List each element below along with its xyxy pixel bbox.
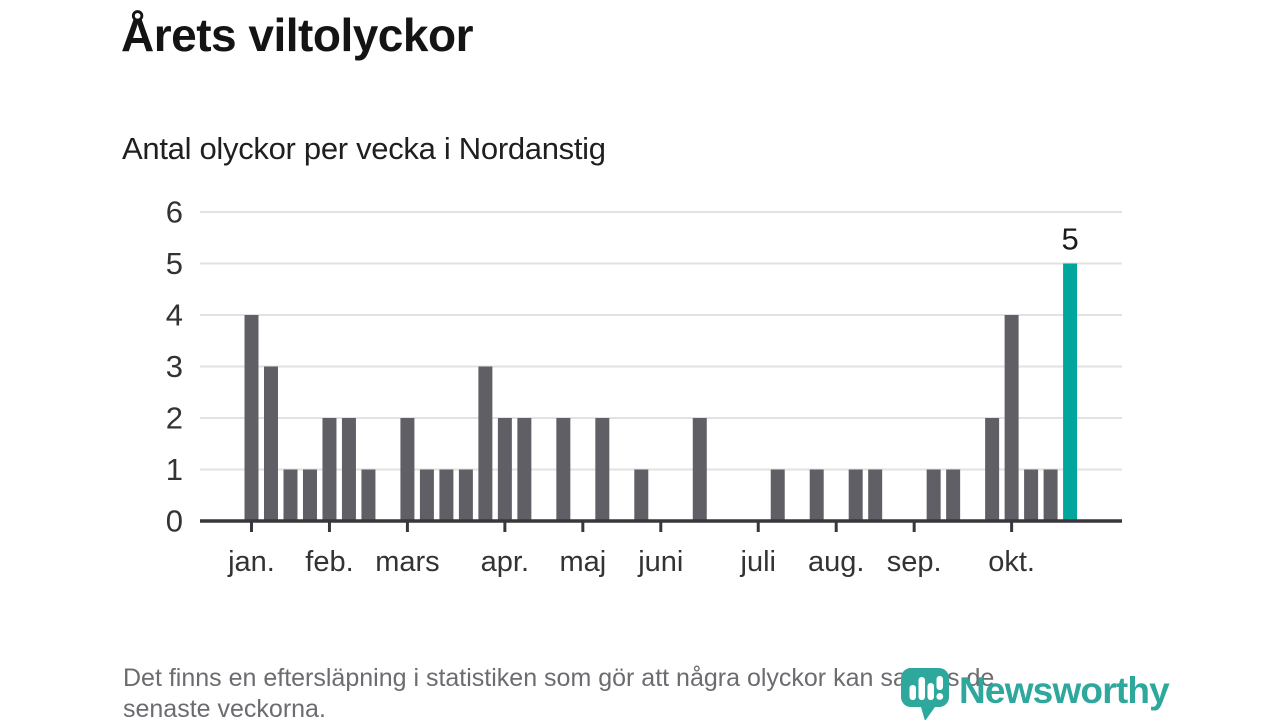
bar-week-40 (1024, 469, 1039, 521)
chart-title: Årets viltolyckor (121, 9, 473, 61)
y-tick-label-2: 2 (166, 401, 183, 436)
bar-week-39 (1004, 315, 1019, 521)
x-tick-label-apr: apr. (481, 546, 529, 578)
bar-week-27 (770, 469, 785, 521)
newsworthy-wordmark: Newsworthy (959, 670, 1170, 711)
x-tick-label-juni: juni (637, 546, 683, 578)
bar-week-38 (985, 418, 1000, 521)
bar-week-14 (517, 418, 532, 521)
y-tick-label-1: 1 (166, 452, 183, 487)
bar-week-32 (868, 469, 883, 521)
x-tick-label-jan: jan. (227, 546, 275, 578)
bar-week-29 (809, 469, 824, 521)
x-tick-label-sep: sep. (887, 546, 942, 578)
bar-week-23 (692, 418, 707, 521)
x-tick-label-mars: mars (375, 546, 439, 578)
bar-week-31 (848, 469, 863, 521)
bar-week-5 (341, 418, 356, 521)
x-tick-label-juli: juli (740, 546, 776, 578)
y-tick-label-4: 4 (166, 298, 183, 333)
bar-week-11 (458, 469, 473, 521)
bar-week-4 (322, 418, 337, 521)
footer-note-line-1: Det finns en eftersläpning i statistiken… (123, 664, 995, 692)
bar-week-20 (634, 469, 649, 521)
bar-chart: jan. feb. mars apr. maj juni juli aug. sep. okt. 0… (166, 195, 1122, 578)
bar-week-35 (926, 469, 941, 521)
bar-week-8 (400, 418, 415, 521)
bar-week-36 (946, 469, 961, 521)
bar-week-13 (497, 418, 512, 521)
y-tick-label-0: 0 (166, 504, 183, 539)
y-tick-label-3: 3 (166, 349, 183, 384)
bar-week-0 (244, 315, 259, 521)
bar-week-2 (283, 469, 298, 521)
bar-week-18 (595, 418, 610, 521)
footer-note-line-2: senaste veckorna. (123, 695, 326, 720)
bar-week-16 (556, 418, 571, 521)
newsworthy-bars-icon (901, 668, 949, 720)
bar-week-10 (439, 469, 454, 521)
bar-week-9 (419, 469, 434, 521)
y-tick-label-5: 5 (166, 246, 183, 281)
newsworthy-logo: Newsworthy (901, 668, 1170, 720)
highlight-value-label: 5 (1061, 222, 1078, 257)
bar-highlight-week-42 (1063, 263, 1078, 521)
y-tick-label-6: 6 (166, 195, 183, 230)
x-tick-label-okt: okt. (988, 546, 1035, 578)
x-tick-label-aug: aug. (808, 546, 864, 578)
x-tick-label-feb: feb. (305, 546, 353, 578)
bar-week-41 (1043, 469, 1058, 521)
x-tick-label-maj: maj (559, 546, 606, 578)
footer-note: Det finns en eftersläpning i statistiken… (123, 663, 994, 720)
bar-week-1 (263, 366, 278, 521)
bar-week-6 (361, 469, 376, 521)
bar-week-3 (302, 469, 317, 521)
chart-subtitle: Antal olyckor per vecka i Nordanstig (122, 131, 606, 166)
bar-week-12 (478, 366, 493, 521)
